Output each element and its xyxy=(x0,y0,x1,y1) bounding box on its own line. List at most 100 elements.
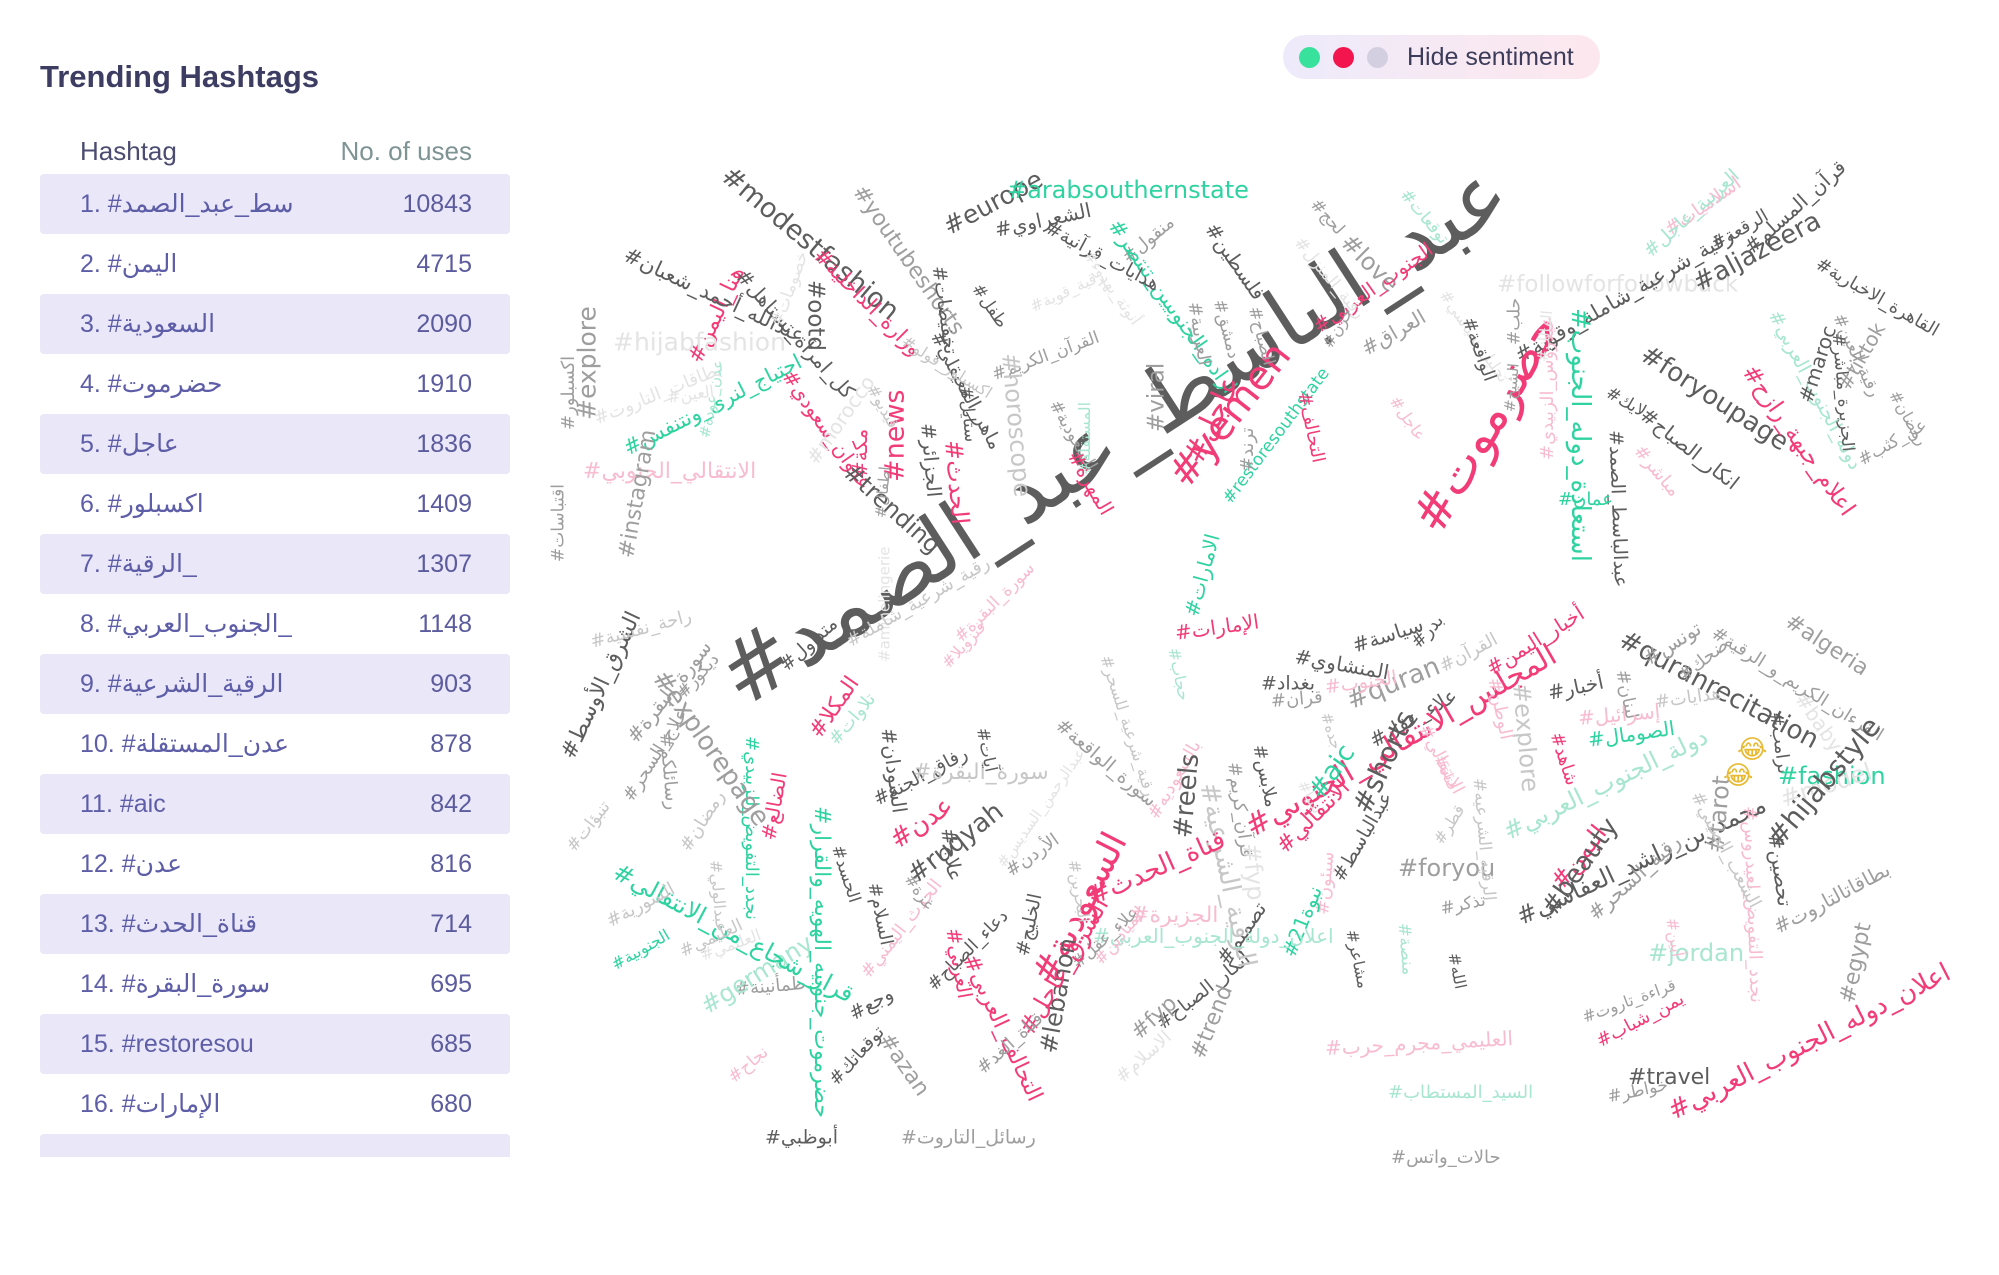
hashtag-cell: 7. #الرقية_ xyxy=(80,550,197,578)
cloud-word: #fashion xyxy=(1778,762,1886,790)
hide-sentiment-toggle[interactable]: Hide sentiment xyxy=(1283,35,1600,79)
cloud-word: #اعلان_دوله_الجنوب_العربي xyxy=(1663,957,1956,1127)
cloud-word: #أبوظبي xyxy=(765,1126,838,1149)
cloud-word: #سياسة xyxy=(1349,611,1427,658)
cloud-word: 😂 xyxy=(1723,761,1754,791)
hide-sentiment-label: Hide sentiment xyxy=(1407,42,1574,71)
cloud-word: #بغداد xyxy=(1261,672,1316,695)
cloud-word: #viral xyxy=(1143,362,1170,432)
uses-cell: 903 xyxy=(430,669,472,698)
uses-cell: 10843 xyxy=(402,189,472,218)
table-row: 4. #حضرموت 1910 xyxy=(40,354,510,414)
hashtag-cell: 5. #عاجل xyxy=(80,430,179,458)
cloud-word: #حالات_واتس xyxy=(1391,1147,1501,1168)
cloud-word: #الامارات xyxy=(1179,531,1225,620)
cloud-word: #قطر xyxy=(1429,801,1469,848)
cloud-word: #الله xyxy=(1444,950,1471,991)
cloud-word: #حجاب xyxy=(1164,645,1194,703)
table-row: 7. #الرقية_ 1307 xyxy=(40,534,510,594)
cloud-word: #reels xyxy=(1168,752,1206,840)
uses-cell: 680 xyxy=(430,1089,472,1118)
hashtag-cell: 9. #الرقية_الشرعية xyxy=(80,670,284,698)
cloud-word: #قران xyxy=(1270,686,1324,712)
table-row: 9. #الرقية_الشرعية 903 xyxy=(40,654,510,714)
cloud-word: #طفل xyxy=(967,279,1012,332)
negative-sentiment-dot-icon xyxy=(1333,46,1354,68)
table-row xyxy=(40,1134,510,1157)
cloud-word: #هدايات xyxy=(1653,682,1723,713)
table-row: 10. #عدن_المستقلة 878 xyxy=(40,714,510,774)
table-body: 1. #سط_عبد_الصمد 10843 2. #اليمن 4715 3. #ال… xyxy=(40,174,510,1157)
table-row: 15. #restoresou 685 xyxy=(40,1014,510,1074)
table-row: 2. #اليمن 4715 xyxy=(40,234,510,294)
table-row: 13. #قناة_الحدث 714 xyxy=(40,894,510,954)
cloud-word: #travel xyxy=(1628,1065,1711,1090)
cloud-word: #قناة xyxy=(1430,751,1463,793)
positive-sentiment-dot-icon xyxy=(1299,46,1320,68)
hashtag-cell: 4. #حضرموت xyxy=(80,370,223,398)
cloud-word: #الشيخ xyxy=(1500,362,1523,413)
cloud-word: #رسائلكم xyxy=(655,732,683,811)
cloud-word: #ootd xyxy=(802,280,829,352)
uses-cell: 695 xyxy=(430,969,472,998)
cloud-word: #fyp xyxy=(1237,841,1270,902)
cloud-word: #الانتقالي_الجنوبي xyxy=(583,459,757,484)
cloud-word: #تنبؤات xyxy=(562,797,615,856)
uses-cell: 1910 xyxy=(416,369,472,398)
page-title: Trending Hashtags xyxy=(40,58,320,94)
cloud-word: #عاجل xyxy=(1385,392,1430,444)
cloud-word: #حلب xyxy=(1504,297,1525,345)
table-row: 6. #اكسبلور 1409 xyxy=(40,474,510,534)
uses-cell: 878 xyxy=(430,729,472,758)
cloud-word: 😂 xyxy=(1737,735,1768,765)
table-row: 11. #aic 842 xyxy=(40,774,510,834)
hashtag-cell: 15. #restoresou xyxy=(80,1029,254,1058)
uses-cell: 2090 xyxy=(416,309,472,338)
hashtag-cell: 10. #عدن_المستقلة xyxy=(80,730,290,758)
hashtag-cell: 6. #اكسبلور xyxy=(80,490,204,518)
cloud-word: #الرقيه_الشرعيه xyxy=(1468,777,1500,902)
table-row: 12. #عدن 816 xyxy=(40,834,510,894)
uses-cell: 714 xyxy=(430,909,472,938)
cloud-word: #ترند xyxy=(1237,427,1258,473)
uses-cell: 816 xyxy=(430,849,472,878)
cloud-word: #نجاح xyxy=(724,1042,773,1088)
cloud-word: #شاهد xyxy=(1545,729,1583,789)
uses-column-header: No. of uses xyxy=(340,135,472,166)
cloud-word: #اكسبلور xyxy=(558,355,579,430)
cloud-word: #foryou xyxy=(1398,854,1496,882)
hashtag-cell: 2. #اليمن xyxy=(80,250,178,278)
cloud-word: #الحدث xyxy=(939,438,975,526)
table-row: 5. #عاجل 1836 xyxy=(40,414,510,474)
cloud-word: #خواطر xyxy=(1605,1075,1670,1108)
cloud-word: #arabsouthernstate xyxy=(1007,176,1249,204)
cloud-word: #رسائل_التاروت xyxy=(901,1126,1036,1149)
cloud-word: #فلسطين xyxy=(1200,218,1271,305)
cloud-word: #العليمي_مجرم_حرب xyxy=(1324,1026,1514,1060)
uses-cell: 1409 xyxy=(416,489,472,518)
cloud-word: #followforfollowback xyxy=(1497,271,1739,298)
hashtag-cell: 3. #السعودية xyxy=(80,310,216,338)
uses-cell: 1148 xyxy=(418,609,472,638)
hashtag-cell: 8. #الجنوب_العربي_ xyxy=(80,610,293,638)
cloud-word: #ملابس xyxy=(1248,742,1282,810)
uses-cell: 685 xyxy=(430,1029,472,1058)
cloud-word: #رمضان xyxy=(675,786,730,856)
cloud-word: #اطفال xyxy=(871,465,894,519)
cloud-word: #نبوة21 xyxy=(1276,882,1328,961)
cloud-word: #egypt xyxy=(1835,920,1877,1006)
cloud-word: #التحالف xyxy=(1293,389,1329,465)
uses-cell: 4715 xyxy=(416,249,472,278)
cloud-word: #hijabfashion xyxy=(613,327,786,357)
cloud-word: #الجنوبية xyxy=(608,925,673,974)
cloud-word: #الجزيرة xyxy=(1131,903,1219,928)
hashtag-cell: 12. #عدن xyxy=(80,850,183,878)
hashtag-cell: 13. #قناة_الحدث xyxy=(80,910,258,938)
table-row: 3. #السعودية 2090 xyxy=(40,294,510,354)
cloud-word: #تذكر xyxy=(1438,890,1488,920)
cloud-word: #الإمارات xyxy=(1173,609,1261,645)
cloud-word: #أخبار xyxy=(1545,669,1606,705)
cloud-word: #instagram xyxy=(614,427,662,561)
cloud-word: #سورة_البقرة xyxy=(913,760,1049,785)
cloud-word: #رقية_قوية xyxy=(1026,265,1107,317)
